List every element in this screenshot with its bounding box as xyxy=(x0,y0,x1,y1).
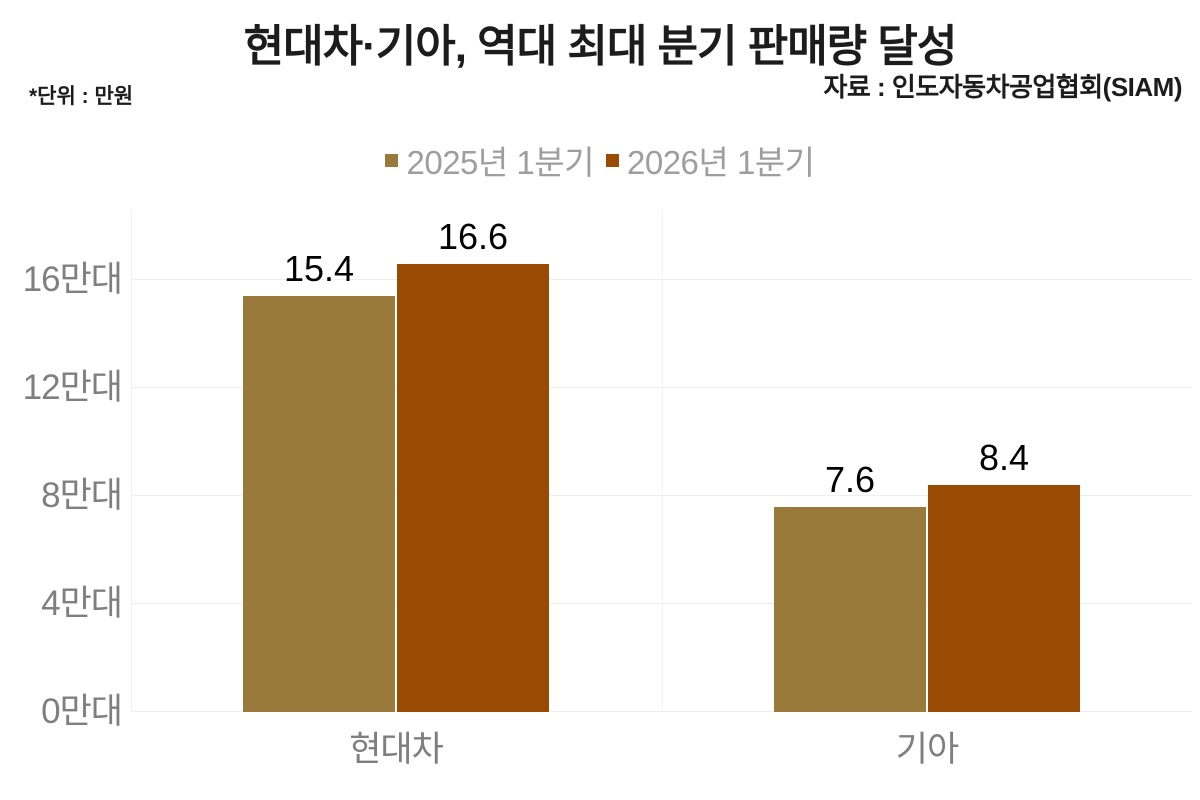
source-credit: 자료 : 인도자동차공업협회(SIAM) xyxy=(823,72,1182,102)
ytick-label-0: 0만대 xyxy=(41,692,123,731)
unit-note: *단위 : 만원 xyxy=(29,85,134,108)
bar-현대차-2026년 1분기 xyxy=(397,264,549,712)
category-separator-line xyxy=(662,210,663,712)
legend-marker-2026-icon xyxy=(606,153,619,167)
gridline-y0 xyxy=(131,711,1192,712)
ytick-label-8: 8만대 xyxy=(41,476,123,515)
category-label-현대차: 현대차 xyxy=(349,730,444,769)
bar-기아-2026년 1분기 xyxy=(928,485,1080,712)
value-label-기아-2025년 1분기: 7.6 xyxy=(824,459,876,500)
category-label-기아: 기아 xyxy=(895,730,959,769)
value-label-현대차-2025년 1분기: 15.4 xyxy=(283,248,355,289)
axis-line-left xyxy=(131,210,132,712)
gridline-y12 xyxy=(131,387,1192,388)
value-label-기아-2026년 1분기: 8.4 xyxy=(978,437,1030,478)
plot-area: 15.4 16.6 7.6 8.4 xyxy=(131,210,1192,712)
ytick-label-12: 12만대 xyxy=(22,368,123,407)
bar-기아-2025년 1분기 xyxy=(774,507,926,712)
legend-label-2025: 2025년 1분기 xyxy=(406,144,594,181)
gridline-y4 xyxy=(131,603,1192,604)
gridline-y16 xyxy=(131,279,1192,280)
ytick-label-4: 4만대 xyxy=(41,584,123,623)
chart-title: 현대차·기아, 역대 최대 분기 판매량 달성 xyxy=(243,22,958,71)
legend: 2025년 1분기 2026년 1분기 xyxy=(0,136,1200,184)
value-label-현대차-2026년 1분기: 16.6 xyxy=(437,216,509,257)
legend-item-2026: 2026년 1분기 xyxy=(606,136,815,184)
ytick-label-16: 16만대 xyxy=(22,260,123,299)
gridline-y8 xyxy=(131,495,1192,496)
legend-item-2025: 2025년 1분기 xyxy=(385,136,594,184)
legend-marker-2025-icon xyxy=(385,153,399,167)
bar-현대차-2025년 1분기 xyxy=(243,296,395,712)
legend-label-2026: 2026년 1분기 xyxy=(627,144,815,181)
